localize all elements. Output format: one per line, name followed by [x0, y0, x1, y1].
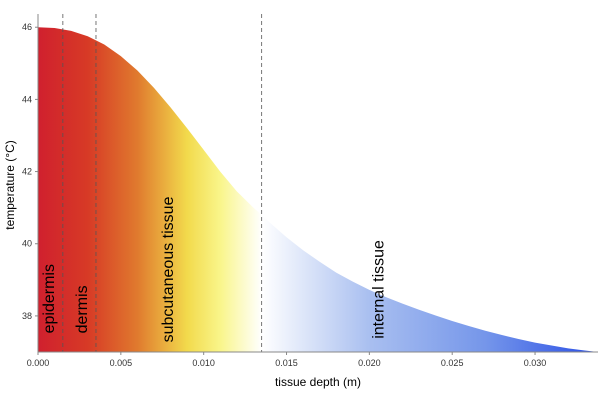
y-tick-label: 44 — [22, 94, 32, 104]
x-tick-label: 0.030 — [524, 358, 547, 368]
y-axis-label: temperature (°C) — [3, 140, 17, 230]
x-tick-label: 0.010 — [192, 358, 215, 368]
x-tick-label: 0.000 — [27, 358, 50, 368]
plot-area — [38, 27, 598, 352]
region-label-internal-tissue: internal tissue — [371, 240, 388, 339]
layer-boundaries — [62, 14, 263, 352]
region-label-subcutaneous-tissue: subcutaneous tissue — [160, 196, 177, 342]
y-tick-label: 46 — [22, 22, 32, 32]
region-label-dermis: dermis — [74, 285, 91, 333]
x-axis-label: tissue depth (m) — [275, 375, 361, 389]
x-tick-label: 0.015 — [275, 358, 298, 368]
x-tick-label: 0.005 — [110, 358, 133, 368]
y-tick-label: 40 — [22, 239, 32, 249]
tick-labels: 0.000 0.005 0.010 0.015 0.020 0.025 0.030 38 40 4… — [22, 22, 546, 368]
axes — [37, 14, 598, 353]
x-tick-label: 0.020 — [358, 358, 381, 368]
region-labels: epidermis dermis subcutaneous tissue intern… — [41, 196, 388, 342]
y-tick-label: 38 — [22, 311, 32, 321]
y-tick-label: 42 — [22, 167, 32, 177]
temperature-area — [38, 27, 598, 352]
x-tick-label: 0.025 — [441, 358, 464, 368]
region-label-epidermis: epidermis — [41, 264, 58, 333]
